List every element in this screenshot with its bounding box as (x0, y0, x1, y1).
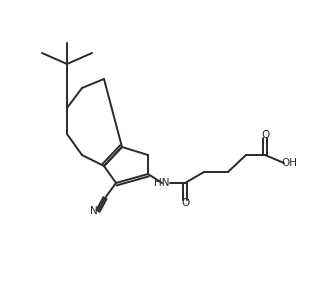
Text: OH: OH (281, 158, 297, 168)
Text: O: O (181, 198, 189, 208)
Text: N: N (90, 206, 98, 216)
Text: O: O (261, 130, 269, 140)
Text: HN: HN (154, 178, 170, 188)
